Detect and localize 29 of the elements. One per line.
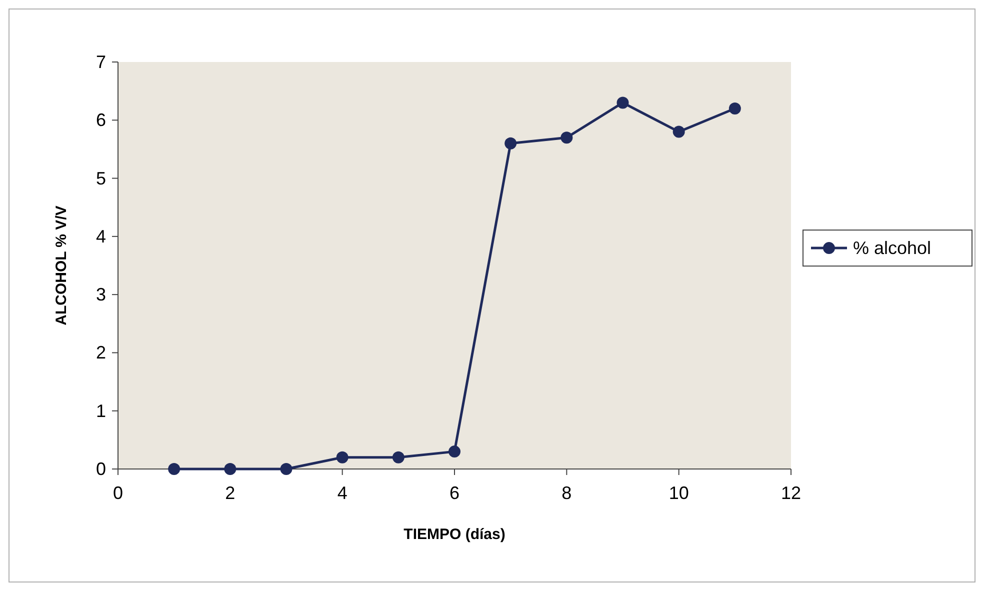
point — [280, 463, 292, 475]
y-tick-label: 6 — [96, 110, 106, 130]
y-tick-label: 7 — [96, 52, 106, 72]
y-tick-label: 1 — [96, 400, 106, 421]
y-tick-label: 3 — [96, 284, 106, 305]
point — [728, 102, 741, 115]
y-axis-title: ALCOHOL % V/V — [53, 206, 70, 326]
x-tick-label: 2 — [225, 483, 236, 503]
x-tick-label: 12 — [780, 483, 802, 503]
point — [392, 451, 404, 464]
x-tick-label: 10 — [668, 483, 689, 503]
x-tick-label: 6 — [449, 483, 460, 503]
x-tick-label: 8 — [562, 483, 572, 503]
y-tick-label: 4 — [96, 226, 106, 246]
point — [448, 446, 460, 458]
point — [224, 463, 236, 475]
y-tick-label: 0 — [96, 459, 106, 479]
legend-label: % alcohol — [853, 238, 932, 258]
point — [504, 137, 517, 150]
point — [560, 132, 573, 144]
point — [616, 96, 629, 109]
y-tick-label: 5 — [96, 168, 106, 188]
point — [168, 463, 180, 475]
x-tick-label: 0 — [112, 483, 124, 503]
x-tick-label: 4 — [337, 483, 348, 503]
y-tick-label: 2 — [96, 342, 106, 363]
point — [672, 126, 685, 138]
point — [336, 451, 348, 464]
x-axis-title: TIEMPO (días) — [404, 526, 506, 543]
